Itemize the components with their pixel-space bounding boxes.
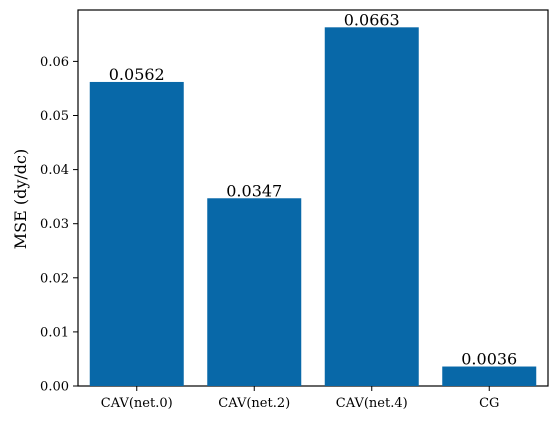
value-label-2: 0.0663 [344, 10, 400, 29]
x-tick-label-1: CAV(net.2) [218, 396, 290, 411]
x-axis-ticks: CAV(net.0) CAV(net.2) CAV(net.4) CG [101, 386, 500, 411]
x-tick-label-0: CAV(net.0) [101, 396, 173, 411]
value-label-0: 0.0562 [109, 65, 165, 84]
y-tick-label-2: 0.02 [40, 271, 69, 286]
y-tick-label-0: 0.00 [40, 380, 69, 395]
value-label-1: 0.0347 [226, 181, 282, 200]
y-tick-label-5: 0.05 [40, 109, 69, 124]
bar-0 [90, 82, 184, 386]
y-tick-label-6: 0.06 [40, 55, 69, 70]
bar-3 [442, 367, 536, 386]
y-tick-label-1: 0.01 [40, 325, 69, 340]
y-axis-title: MSE (dy/dc) [11, 149, 30, 249]
x-tick-label-3: CG [479, 396, 499, 411]
y-tick-label-4: 0.04 [40, 163, 69, 178]
y-axis-ticks: 0.00 0.01 0.02 0.03 0.04 0.05 0.06 [40, 55, 78, 395]
x-tick-label-2: CAV(net.4) [336, 396, 408, 411]
value-label-3: 0.0036 [461, 350, 517, 369]
y-tick-label-3: 0.03 [40, 217, 69, 232]
bar-1 [207, 198, 301, 386]
bar-2 [325, 27, 419, 386]
